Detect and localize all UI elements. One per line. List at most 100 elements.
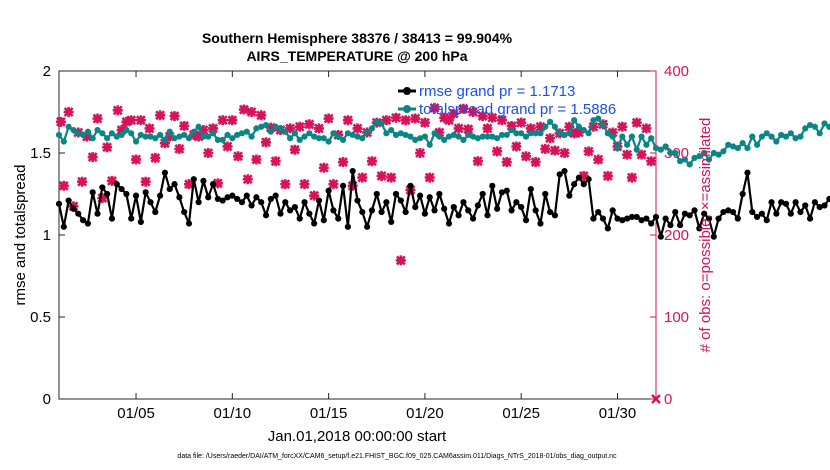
spread-point [431,130,438,137]
rmse-point [518,204,525,211]
spread-point [65,123,72,130]
obs-marker [233,151,244,162]
obs-marker [588,121,599,132]
spread-point [301,133,308,140]
obs-marker [410,113,421,124]
spread-point [267,128,274,135]
spread-point [108,130,116,137]
spread-point [258,123,265,130]
rmse-point [190,176,197,183]
rmse-point [253,194,260,201]
spread-point [614,144,621,152]
spread-point [518,130,525,137]
obs-marker [169,111,180,122]
rmse-point [701,210,708,217]
y-tick-label: 1 [43,227,51,244]
rmse-point [792,199,799,206]
spread-point [580,126,587,134]
rmse-point [551,212,558,219]
rmse-point [243,192,250,199]
rmse-point [161,169,169,176]
rmse-point [94,210,101,217]
obs-marker [342,115,353,126]
rmse-point [181,208,188,216]
obs-marker [183,179,194,190]
legend: rmse grand pr = 1.1713 totalspread grand… [398,83,616,118]
obs-marker [112,105,123,116]
spread-point [537,130,544,137]
spread-point [445,133,453,140]
rmse-point [686,212,693,219]
spread-point [599,122,607,129]
rmse-point [166,185,173,193]
obs-marker [641,123,652,134]
spread-point [104,135,111,142]
rmse-point [782,200,790,207]
obs-marker [188,129,199,140]
spread-point [99,130,106,137]
obs-marker [135,115,146,126]
rmse-point [262,212,270,219]
obs-marker [251,154,262,165]
rmse-point [744,169,751,176]
obs-marker [545,133,556,144]
spread-point [648,135,655,142]
rmse-point [614,215,621,222]
spread-point [816,130,823,137]
rmse-point [590,215,597,222]
spread-point [657,146,664,153]
y-tick-label: 2 [43,63,51,80]
spread-point [383,130,390,137]
spread-point [416,135,424,142]
spread-point [696,153,703,160]
spread-point [378,120,385,127]
obs-marker [521,151,532,162]
spread-point [132,138,140,145]
spread-point [291,130,299,137]
spread-point [262,122,270,129]
rmse-point [209,181,217,188]
rmse-point [821,202,828,209]
spread-point [195,123,202,130]
obs-marker [578,170,589,181]
spread-point [60,138,67,145]
obs-marker [97,193,108,204]
spread-point [749,133,756,140]
spread-point [826,123,830,130]
obs-marker [453,123,464,134]
spread-point [465,131,472,139]
x-tick-label: 01/10 [214,405,252,422]
y-tick-label: 1.5 [30,145,51,162]
rmse-point [455,212,462,219]
obs-marker [294,121,305,132]
obs-marker [198,125,209,136]
rmse-point [441,205,448,212]
rmse-point [402,208,409,216]
rmse-point [234,195,241,203]
spread-point [306,130,313,137]
rmse-point [436,190,443,198]
rmse-point [84,220,91,227]
rmse-point [532,207,539,214]
rmse-point [152,208,159,216]
spread-point [503,131,510,139]
obs-marker [63,107,74,117]
obs-marker [443,115,454,126]
spread-point [185,135,193,142]
rmse-point [89,189,96,196]
rmse-point [624,215,631,222]
obs-marker [376,170,387,181]
spread-point [89,135,96,142]
rmse-point [484,212,491,219]
rmse-point [619,217,626,224]
rmse-point [556,171,563,178]
spread-point [166,128,173,135]
rmse-point [725,207,732,214]
rmse-point [802,202,809,209]
spread-point [773,138,780,145]
spread-point [238,130,246,137]
obs-marker [238,104,249,115]
spread-point [763,130,770,137]
obs-marker [516,117,527,128]
obs-marker [347,180,358,191]
